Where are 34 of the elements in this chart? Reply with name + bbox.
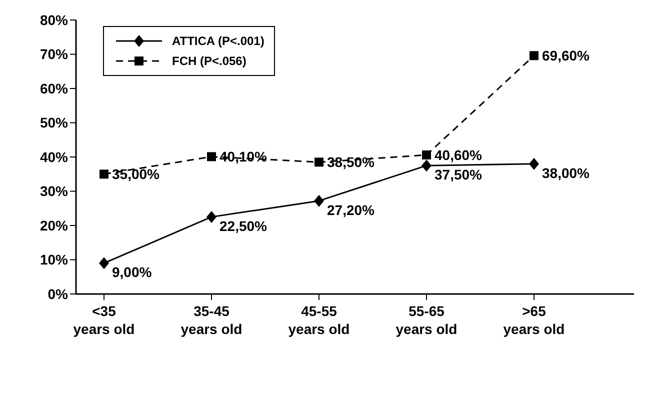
data-label: 37,50% [434,166,483,183]
data-label: 35,00% [112,166,160,182]
point [314,158,324,167]
point [529,158,539,170]
point [99,257,109,270]
point [100,170,108,179]
y-tick-label: 70% [40,46,69,62]
point [530,51,538,60]
x-tick-label: 55-65 years old [396,303,458,337]
x-tick-label: 45-55 years old [288,303,350,337]
y-tick-label: 0% [48,286,69,302]
x-tick-label: >65 years old [503,303,565,337]
data-label: 69,60% [542,48,590,64]
point [314,194,324,207]
point [422,150,431,160]
y-tick-label: 50% [40,114,69,131]
data-label: 27,20% [327,202,376,218]
y-tick-label: 60% [40,80,69,96]
data-label: 9,00% [112,264,152,280]
data-label: 22,50% [220,218,268,234]
x-tick-label: 35-45 years old [180,303,242,337]
y-tick-label: 30% [40,183,69,200]
y-tick-label: 10% [40,252,69,268]
x-tick-label: <35 years old [73,303,135,337]
point [422,160,432,172]
data-label: 40,60% [434,146,483,163]
point [207,152,216,162]
point [206,210,216,223]
y-tick-label: 80% [40,12,69,28]
legend-label: ATTICA (P<.001) [172,33,264,50]
y-tick-label: 40% [40,148,69,165]
y-tick-label: 20% [40,217,69,234]
legend-label: FCH (P<.056) [172,53,246,70]
data-label: 38,00% [542,164,590,181]
